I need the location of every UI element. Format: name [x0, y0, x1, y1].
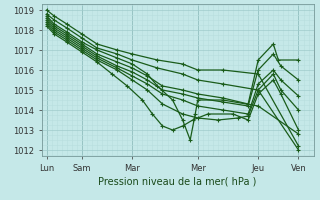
X-axis label: Pression niveau de la mer( hPa ): Pression niveau de la mer( hPa ) — [99, 177, 257, 187]
